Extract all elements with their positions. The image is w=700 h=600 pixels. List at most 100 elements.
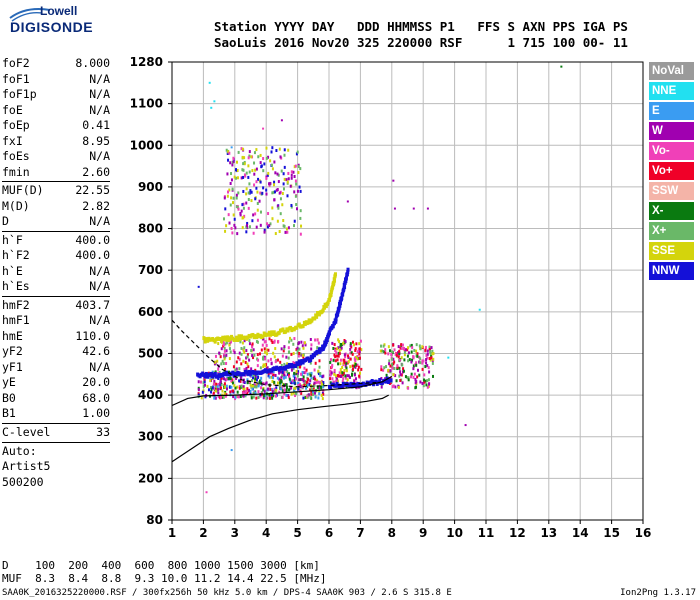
echo-point xyxy=(303,366,306,370)
legend-item-nne: NNE xyxy=(649,82,694,100)
echo-point xyxy=(231,381,234,385)
echo-point xyxy=(240,352,243,356)
echo-point xyxy=(329,377,332,381)
echo-point xyxy=(248,339,251,343)
echo-point xyxy=(276,204,279,208)
echo-point xyxy=(242,216,245,220)
echo-point xyxy=(419,357,422,361)
echo-point xyxy=(256,364,259,368)
echo-point xyxy=(245,224,248,228)
y-tick-label: 1100 xyxy=(130,97,163,111)
param-label: hmF2 xyxy=(2,297,30,312)
echo-point xyxy=(227,190,230,194)
echo-point xyxy=(299,209,302,213)
echo-point xyxy=(230,178,233,182)
echo-point xyxy=(296,371,299,375)
file-info-footer: SAA0K_2016325220000.RSF / 300fx256h 50 k… xyxy=(2,588,452,598)
echo-point xyxy=(214,389,217,393)
trace-point xyxy=(321,308,325,313)
lowell-digisonde-logo xyxy=(4,4,109,44)
echo-point xyxy=(393,360,396,364)
echo-point xyxy=(279,381,282,385)
echo-point xyxy=(293,376,296,380)
echo-point xyxy=(254,168,257,172)
echo-point xyxy=(234,368,237,372)
echo-point xyxy=(269,222,272,226)
echo-point xyxy=(335,351,338,355)
isolated-echo-point xyxy=(230,449,233,452)
echo-point xyxy=(257,358,260,362)
echo-point xyxy=(262,388,265,392)
isolated-echo-point xyxy=(426,207,429,210)
echo-point xyxy=(222,217,225,221)
echo-point xyxy=(258,199,261,203)
echo-point xyxy=(431,349,434,353)
y-tick-label: 400 xyxy=(138,388,163,402)
echo-point xyxy=(295,203,298,207)
echo-point xyxy=(246,387,249,391)
echo-point xyxy=(393,348,396,352)
trace-point xyxy=(223,335,227,340)
echo-point xyxy=(296,382,299,386)
echo-point xyxy=(313,368,316,372)
echo-point xyxy=(213,362,216,366)
echo-point xyxy=(260,386,263,390)
echo-point xyxy=(297,342,300,346)
logo-swoosh-icon xyxy=(9,8,51,22)
echo-point xyxy=(250,367,253,371)
echo-point xyxy=(287,394,290,398)
echo-point xyxy=(263,389,266,393)
echo-point xyxy=(247,164,250,168)
echo-point xyxy=(416,375,419,379)
param-row: M(D) 2.82 xyxy=(2,199,110,215)
echo-point xyxy=(283,362,286,366)
echo-point xyxy=(310,387,313,391)
echo-point xyxy=(343,358,346,362)
x-tick-label: 9 xyxy=(419,526,427,540)
echo-point xyxy=(242,391,245,395)
logo-text-lowell: Lowell xyxy=(40,4,78,18)
echo-point xyxy=(277,377,280,381)
echo-point xyxy=(293,379,296,383)
echo-point xyxy=(223,196,226,200)
echo-point xyxy=(216,385,219,389)
echo-point xyxy=(309,388,312,392)
echo-point xyxy=(249,392,252,396)
param-label: h`Es xyxy=(2,279,30,293)
echo-point xyxy=(264,363,267,367)
param-row: fmin 2.60 xyxy=(2,165,110,181)
echo-point xyxy=(253,379,256,383)
echo-point xyxy=(251,169,254,173)
echo-point xyxy=(395,379,398,383)
echo-point xyxy=(285,385,288,389)
echo-point xyxy=(339,344,342,348)
isolated-echo-point xyxy=(393,207,396,210)
echo-point xyxy=(235,376,238,380)
echo-point xyxy=(349,357,352,361)
isolated-echo-point xyxy=(205,491,208,494)
echo-point xyxy=(266,348,269,352)
echo-point xyxy=(293,190,296,194)
echo-point xyxy=(427,378,430,382)
echo-point xyxy=(294,179,297,183)
echo-point xyxy=(298,351,301,355)
echo-point xyxy=(292,374,295,378)
param-label: foF1 xyxy=(2,71,30,86)
echo-point xyxy=(319,372,322,376)
echo-point xyxy=(422,359,425,363)
trace-point xyxy=(346,269,350,274)
trace-point xyxy=(277,330,281,335)
echo-point xyxy=(256,218,259,222)
echo-point xyxy=(319,374,322,378)
trace-point xyxy=(333,278,337,283)
echo-point xyxy=(242,162,245,166)
trace-point xyxy=(225,337,229,342)
echo-point xyxy=(276,381,279,385)
echo-point xyxy=(288,377,291,381)
echo-point xyxy=(285,393,288,397)
echo-point xyxy=(271,217,274,221)
echo-point xyxy=(241,168,244,172)
echo-point xyxy=(295,182,298,186)
echo-point xyxy=(336,379,339,383)
echo-point xyxy=(309,395,312,399)
